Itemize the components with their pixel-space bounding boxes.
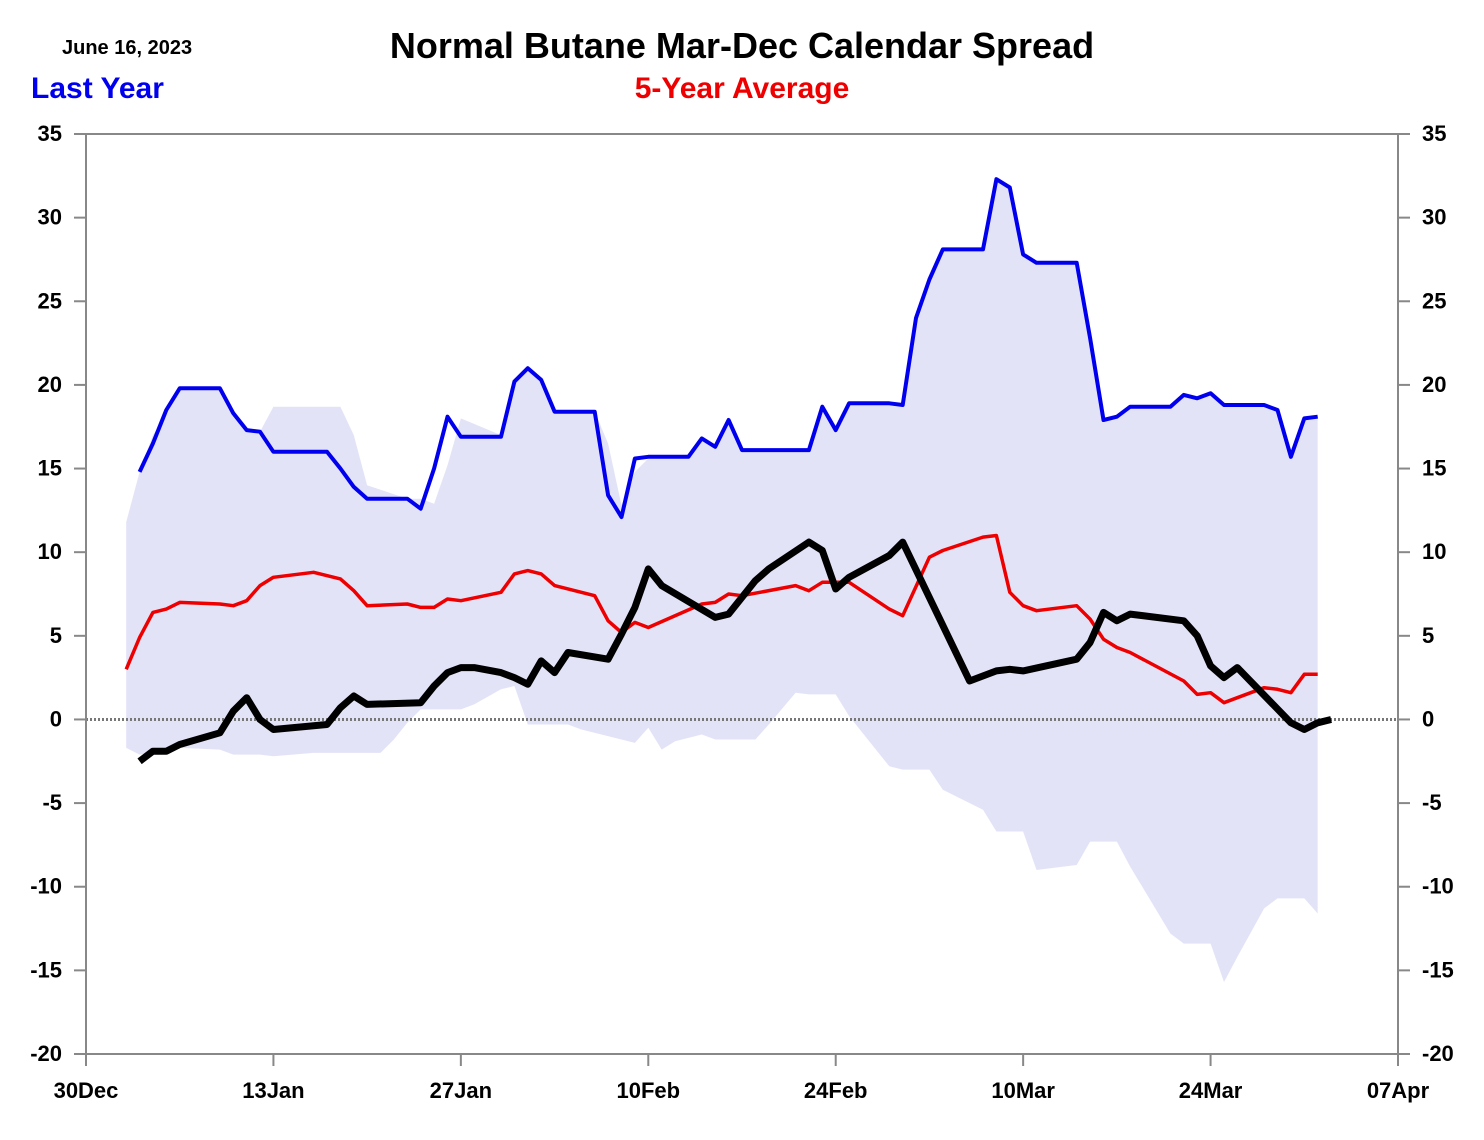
y-tick-label-left: 10 (38, 539, 62, 564)
y-tick-label-left: 30 (38, 205, 62, 230)
legend-last-year: Last Year (31, 72, 164, 105)
chart-title: Normal Butane Mar-Dec Calendar Spread (390, 25, 1094, 66)
five-year-average-line (124, 533, 1318, 705)
last-year-line (137, 177, 1318, 520)
x-tick-label: 13Jan (242, 1078, 304, 1103)
y-tick-label-right: 30 (1422, 205, 1446, 230)
y-tick-label-left: -10 (30, 874, 62, 899)
x-tick-label: 07Apr (1367, 1078, 1430, 1103)
x-tick-label: 10Feb (616, 1078, 680, 1103)
x-tick-label: 24Mar (1179, 1078, 1243, 1103)
y-tick-label-left: 20 (38, 372, 62, 397)
y-tick-label-right: 25 (1422, 288, 1446, 313)
y-tick-label-left: -20 (30, 1041, 62, 1066)
y-tick-label-right: 20 (1422, 372, 1446, 397)
y-tick-label-right: 5 (1422, 623, 1434, 648)
x-tick-label: 30Dec (54, 1078, 119, 1103)
y-tick-label-left: 0 (50, 706, 62, 731)
y-tick-label-right: -10 (1422, 874, 1454, 899)
x-tick-label: 27Jan (430, 1078, 492, 1103)
y-tick-label-left: 25 (38, 288, 62, 313)
x-tick-label: 24Feb (804, 1078, 868, 1103)
y-tick-label-right: -15 (1422, 957, 1454, 982)
axis-layer: 35 35 30 30 25 25 20 20 15 15 10 10 5 5 0 0 -5 -5 -10 -10 -1… (30, 121, 1454, 1103)
date-label: June 16, 2023 (62, 37, 192, 59)
y-tick-label-right: 10 (1422, 539, 1446, 564)
series-layer (124, 177, 1332, 765)
range-band-layer (126, 179, 1318, 983)
y-tick-label-left: 5 (50, 623, 62, 648)
y-tick-label-right: 0 (1422, 706, 1434, 731)
y-tick-label-left: 35 (38, 121, 62, 146)
current-year-line (137, 538, 1332, 765)
x-tick-label: 10Mar (991, 1078, 1055, 1103)
y-tick-label-left: -5 (42, 790, 62, 815)
y-tick-label-right: -20 (1422, 1041, 1454, 1066)
range-band (126, 179, 1318, 983)
y-tick-label-right: 35 (1422, 121, 1446, 146)
y-tick-label-left: 15 (38, 456, 62, 481)
y-tick-label-right: -5 (1422, 790, 1442, 815)
y-tick-label-right: 15 (1422, 456, 1446, 481)
y-tick-label-left: -15 (30, 957, 62, 982)
legend-five-year-average: 5-Year Average (635, 72, 850, 105)
